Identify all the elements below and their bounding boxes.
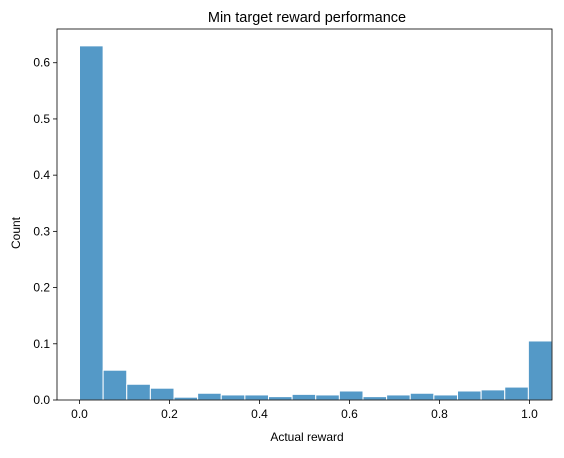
histogram-bar xyxy=(527,340,553,401)
histogram-bar xyxy=(173,396,199,401)
x-tick-label: 0.6 xyxy=(341,407,358,421)
histogram-bar xyxy=(291,393,317,401)
histogram-bar xyxy=(102,369,128,401)
histogram-bar xyxy=(244,394,269,401)
x-tick-label: 0.4 xyxy=(251,407,268,421)
y-tick-label: 0.6 xyxy=(33,56,50,70)
y-tick-label: 0.1 xyxy=(33,337,50,351)
histogram-bar xyxy=(79,45,104,401)
x-tick-label: 0.2 xyxy=(161,407,178,421)
histogram-bar xyxy=(386,394,411,401)
y-axis-label: Count xyxy=(9,216,23,249)
histogram-bar xyxy=(315,394,340,401)
x-tick-label: 0.0 xyxy=(71,407,88,421)
y-tick-label: 0.2 xyxy=(33,281,50,295)
histogram-bar xyxy=(457,390,482,401)
x-axis-ticks: 0.0 0.2 0.4 0.6 0.8 1.0 xyxy=(71,400,538,421)
x-axis-label: Actual reward xyxy=(270,430,343,444)
histogram-bar xyxy=(480,389,506,401)
histogram-bar xyxy=(268,396,293,401)
y-tick-label: 0.4 xyxy=(33,168,50,182)
histogram-bar xyxy=(504,386,529,401)
histogram-bar xyxy=(220,394,246,401)
y-tick-label: 0.5 xyxy=(33,112,50,126)
histogram-bar xyxy=(409,392,435,401)
histogram-bar xyxy=(149,387,175,401)
histogram-bar xyxy=(362,396,388,401)
histogram-bar xyxy=(197,392,222,401)
x-tick-label: 0.8 xyxy=(431,407,448,421)
y-tick-label: 0.3 xyxy=(33,224,50,238)
bars-group xyxy=(79,45,553,401)
histogram-bar xyxy=(126,383,151,401)
chart-title: Min target reward performance xyxy=(208,10,406,26)
y-axis-ticks: 0.0 0.1 0.2 0.3 0.4 0.5 0.6 xyxy=(33,56,57,407)
y-tick-label: 0.0 xyxy=(33,393,50,407)
x-tick-label: 1.0 xyxy=(521,407,538,421)
histogram-bar xyxy=(433,394,458,401)
histogram-bar xyxy=(338,390,364,401)
axes-frame xyxy=(56,28,553,401)
